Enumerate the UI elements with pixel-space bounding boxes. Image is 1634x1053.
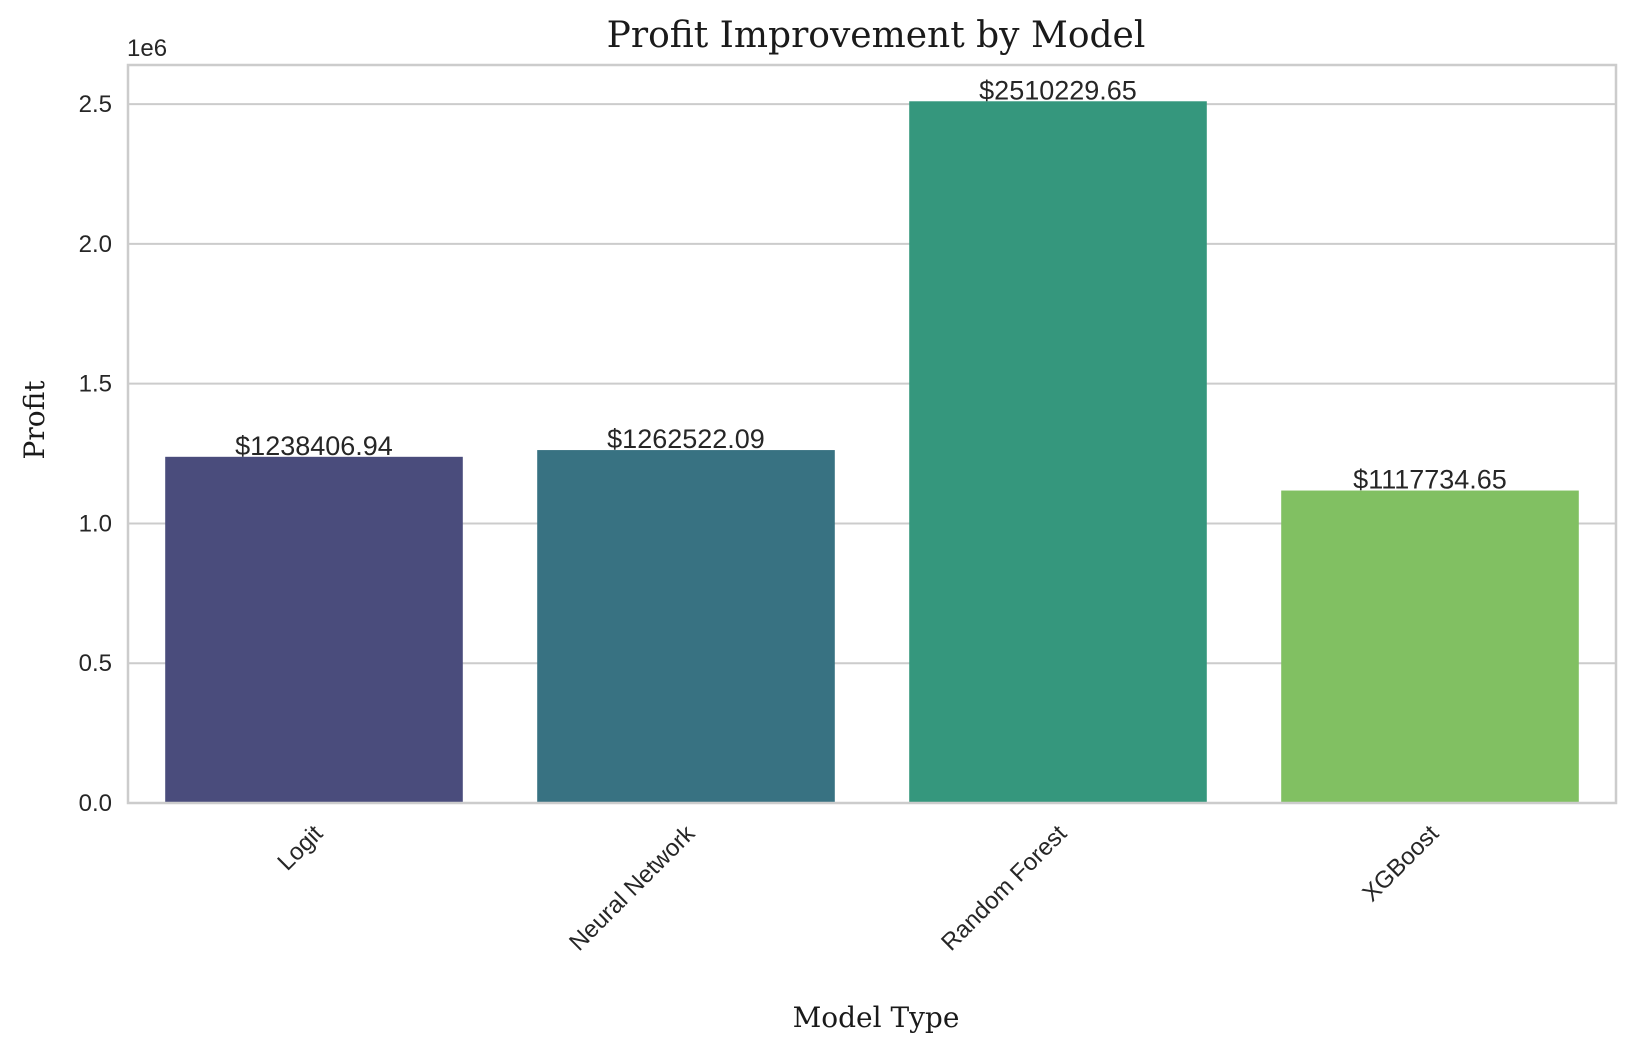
bar [1281,490,1579,803]
chart-title: Profit Improvement by Model [607,15,1146,56]
bar [165,456,463,803]
bar [537,450,835,803]
bar-value-label: $2510229.65 [979,75,1137,105]
data-labels: $1238406.94 $1262522.09 $2510229.65 $111773… [235,75,1507,494]
x-tick-label: Neural Network [564,819,701,956]
y-tick-label: 2.0 [79,231,112,258]
x-tick-label: Random Forest [936,820,1072,956]
bar-value-label: $1262522.09 [607,424,765,454]
y-tick-labels: 0.0 0.5 1.0 1.5 2.0 2.5 [79,91,112,817]
y-tick-label: 2.5 [79,91,112,118]
plot-frame [126,63,1618,805]
bar-value-label: $1117734.65 [1353,465,1507,495]
y-axis-label: Profit [18,380,51,460]
y-tick-label: 1.5 [79,371,112,398]
x-axis-label: Model Type [793,1001,960,1034]
y-tick-label: 0.5 [79,650,112,677]
x-tick-label: XGBoost [1357,820,1444,907]
x-tick-labels: Logit Neural Network Random Forest XGBoost [272,819,1444,956]
bar-value-label: $1238406.94 [235,431,393,461]
y-axis-offset-label: 1e6 [127,35,167,62]
y-tick-label: 1.0 [79,510,112,537]
x-tick-label: Logit [272,820,328,876]
bar [909,101,1207,803]
y-tick-label: 0.0 [79,790,112,817]
bars [165,101,1579,803]
